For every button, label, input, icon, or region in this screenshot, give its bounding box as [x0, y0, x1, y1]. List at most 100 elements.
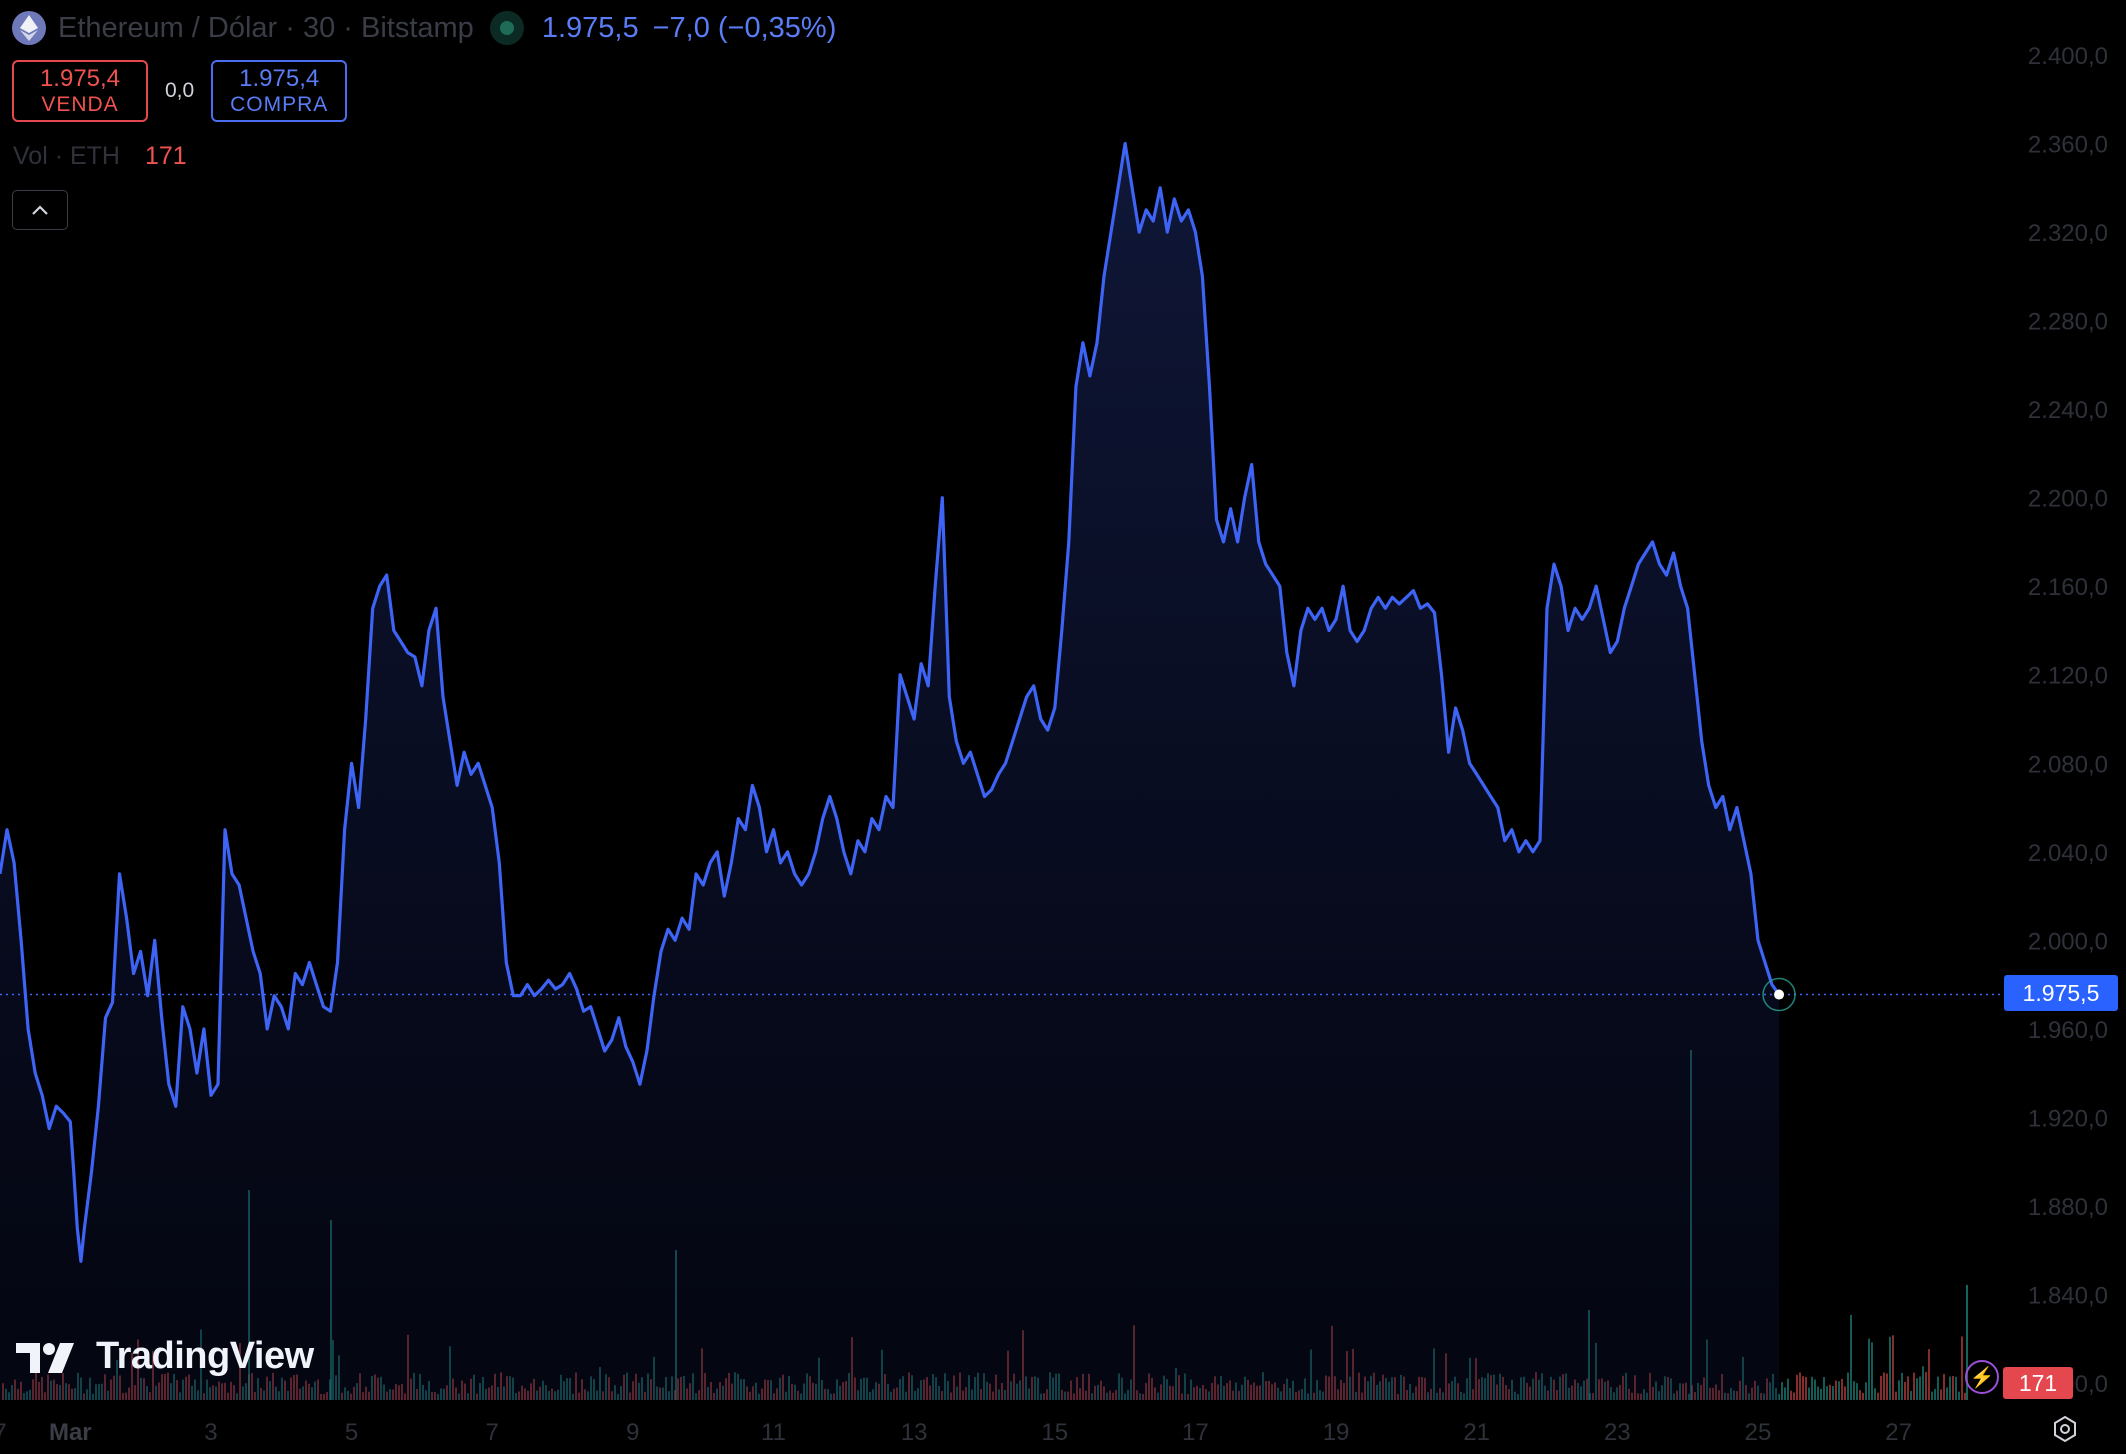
- x-tick-label: 3: [204, 1419, 217, 1446]
- volume-tag: 171: [2003, 1367, 2073, 1399]
- trade-panel: 1.975,4 VENDA 0,0 1.975,4 COMPRA: [12, 60, 348, 122]
- volume-bar: [1961, 1336, 1963, 1400]
- volume-bar-spike: [1966, 1285, 1968, 1400]
- volume-bar: [1934, 1388, 1936, 1400]
- last-point-marker: [1774, 989, 1785, 1000]
- volume-bar: [1871, 1342, 1873, 1400]
- volume-bar: [1796, 1374, 1798, 1400]
- chevron-up-icon: [32, 205, 48, 215]
- settings-icon[interactable]: [2050, 1414, 2080, 1444]
- volume-bar: [1895, 1391, 1897, 1400]
- volume-bar: [1889, 1336, 1891, 1400]
- volume-bar: [1832, 1385, 1834, 1400]
- volume-bar: [1901, 1372, 1903, 1400]
- volume-bar: [1952, 1376, 1954, 1400]
- volume-bar: [1946, 1387, 1948, 1400]
- volume-bar: [1868, 1338, 1870, 1400]
- volume-bar: [1907, 1376, 1909, 1400]
- sell-label: VENDA: [41, 93, 119, 116]
- volume-bar: [1844, 1386, 1846, 1400]
- volume-bar: [1877, 1392, 1879, 1400]
- tradingview-logo-mark: [16, 1342, 74, 1373]
- volume-bar: [1949, 1376, 1951, 1400]
- x-tick-label: 27: [1885, 1419, 1912, 1446]
- volume-bar: [1829, 1384, 1831, 1400]
- ethereum-icon: [12, 11, 46, 45]
- price-line: [0, 141, 1781, 1263]
- volume-bar: [1811, 1376, 1813, 1400]
- y-tick-label: 2.120,0: [2028, 663, 2108, 690]
- x-tick-label: Mar: [49, 1419, 92, 1446]
- volume-bar: [1826, 1386, 1828, 1400]
- y-tick-label: 1.880,0: [2028, 1194, 2108, 1221]
- y-tick-label: 2.040,0: [2028, 840, 2108, 867]
- buy-value: 1.975,4: [239, 65, 320, 92]
- volume-bar: [1964, 1392, 1966, 1400]
- volume-bar: [1955, 1376, 1957, 1400]
- volume-legend: Vol · ETH 171: [13, 142, 187, 171]
- volume-bar: [1823, 1377, 1825, 1400]
- x-tick-label: 13: [901, 1419, 928, 1446]
- volume-bar: [1880, 1375, 1882, 1400]
- volume-bar: [1874, 1388, 1876, 1400]
- collapse-button[interactable]: [12, 190, 68, 230]
- y-tick-label: 2.400,0: [2028, 43, 2108, 70]
- last-point-ring: [1762, 977, 1796, 1012]
- brand-name: TradingView: [96, 1335, 314, 1377]
- last-price-tag: 1.975,5: [2004, 975, 2118, 1011]
- y-tick-label: 2.320,0: [2028, 220, 2108, 247]
- sell-button[interactable]: 1.975,4 VENDA: [12, 60, 148, 122]
- y-tick-label: 2.080,0: [2028, 751, 2108, 778]
- volume-bar: [1802, 1376, 1804, 1400]
- volume-bar: [1958, 1391, 1960, 1400]
- x-tick-label: 11: [761, 1419, 786, 1446]
- volume-bar: [1853, 1381, 1855, 1400]
- volume-bar: [1928, 1349, 1930, 1400]
- flash-icon[interactable]: ⚡: [1965, 1360, 1999, 1394]
- spread-value: 0,0: [165, 79, 195, 102]
- tradingview-logo: TradingView: [16, 1335, 314, 1378]
- y-tick-label: 2.200,0: [2028, 486, 2108, 513]
- sell-value: 1.975,4: [39, 65, 121, 92]
- header-change: −7,0 (−0,35%): [652, 11, 837, 44]
- x-tick-label: 7: [486, 1419, 499, 1446]
- price-area: [0, 143, 1779, 1400]
- volume-bar: [1820, 1388, 1822, 1400]
- volume-bar: [1862, 1392, 1864, 1400]
- symbol-title[interactable]: Ethereum / Dólar · 30 · Bitstamp: [58, 11, 474, 44]
- volume-bar: [1808, 1387, 1810, 1400]
- header-price: 1.975,5: [541, 11, 639, 44]
- y-tick-label: 2.280,0: [2028, 309, 2108, 336]
- volume-bar: [1925, 1372, 1927, 1400]
- buy-label: COMPRA: [230, 93, 329, 116]
- x-tick-label: 15: [1041, 1419, 1068, 1446]
- volume-bar: [1904, 1381, 1906, 1400]
- volume-bar: [1916, 1378, 1918, 1400]
- volume-bar: [1943, 1374, 1945, 1400]
- volume-bar: [1859, 1390, 1861, 1400]
- volume-bar: [1817, 1386, 1819, 1400]
- volume-bar: [1799, 1372, 1801, 1400]
- volume-bar: [1784, 1387, 1786, 1400]
- volume-bar: [1931, 1391, 1933, 1400]
- volume-bar: [1787, 1378, 1789, 1400]
- volume-bar: [1913, 1372, 1915, 1400]
- y-tick-label: 2.240,0: [2028, 397, 2108, 424]
- x-tick-label: 25: [1745, 1419, 1772, 1446]
- x-tick-label: 9: [626, 1419, 639, 1446]
- volume-bar: [1919, 1376, 1921, 1400]
- volume-bar: [1886, 1373, 1888, 1400]
- volume-bar: [1835, 1380, 1837, 1400]
- volume-bar: [1883, 1372, 1885, 1400]
- volume-bar: [1922, 1366, 1924, 1400]
- volume-bar: [1838, 1381, 1840, 1400]
- volume-bar: [1790, 1390, 1792, 1400]
- buy-button[interactable]: 1.975,4 COMPRA: [211, 60, 348, 122]
- volume-bar: [1781, 1382, 1783, 1400]
- y-tick-label: 2.160,0: [2028, 574, 2108, 601]
- y-tick-label: 1.840,0: [2028, 1282, 2108, 1309]
- y-tick-label: 1.960,0: [2028, 1017, 2108, 1044]
- x-tick-label: 23: [1604, 1419, 1631, 1446]
- volume-bar: [1898, 1380, 1900, 1400]
